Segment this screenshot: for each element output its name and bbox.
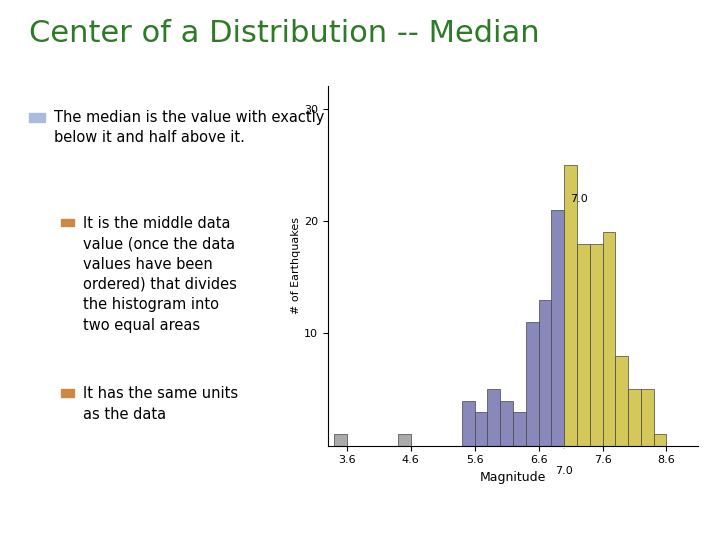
Bar	[513, 412, 526, 445]
Bar	[552, 210, 564, 446]
Bar	[526, 322, 539, 446]
Text: 7.0: 7.0	[570, 194, 588, 204]
X-axis label: Magnitude: Magnitude	[480, 471, 546, 484]
Bar	[500, 401, 513, 446]
Bar	[628, 389, 641, 445]
Bar	[61, 219, 74, 226]
Bar	[577, 244, 590, 446]
Bar	[564, 165, 577, 446]
Bar	[539, 300, 552, 446]
Bar	[616, 356, 628, 446]
Bar	[462, 401, 474, 446]
Text: 7.0: 7.0	[555, 465, 573, 476]
Text: Chapter 3, Slide 26: Chapter 3, Slide 26	[605, 511, 706, 521]
Text: Copyright © 2015, 2010, 2007 Pearson Education, Inc.: Copyright © 2015, 2010, 2007 Pearson Edu…	[274, 511, 559, 521]
Bar	[590, 244, 603, 446]
Bar	[603, 232, 616, 446]
Text: It is the middle data
value (once the data
values have been
ordered) that divide: It is the middle data value (once the da…	[83, 215, 237, 333]
Text: ALWAYS LEARNING: ALWAYS LEARNING	[14, 511, 113, 521]
Text: It has the same units
as the data: It has the same units as the data	[83, 386, 238, 422]
Bar	[641, 389, 654, 445]
Bar	[474, 412, 487, 445]
Text: PEARSON: PEARSON	[526, 508, 608, 523]
Text: The median is the value with exactly half the data values
below it and half abov: The median is the value with exactly hal…	[54, 110, 475, 145]
Y-axis label: # of Earthquakes: # of Earthquakes	[291, 218, 301, 314]
Bar	[654, 434, 667, 446]
Bar	[61, 389, 74, 396]
Bar	[487, 389, 500, 445]
Bar	[334, 434, 347, 446]
Text: Center of a Distribution -- Median: Center of a Distribution -- Median	[29, 19, 539, 48]
Bar	[398, 434, 410, 446]
Bar	[29, 113, 45, 122]
